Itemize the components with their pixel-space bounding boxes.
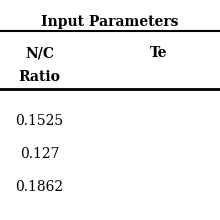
Text: Te: Te — [150, 46, 167, 60]
Text: 0.1525: 0.1525 — [16, 114, 64, 128]
Text: 0.1862: 0.1862 — [16, 180, 64, 194]
Text: Ratio: Ratio — [19, 70, 60, 84]
Text: N/C: N/C — [25, 46, 54, 60]
Text: Input Parameters: Input Parameters — [41, 15, 179, 29]
Text: 0.127: 0.127 — [20, 147, 59, 161]
